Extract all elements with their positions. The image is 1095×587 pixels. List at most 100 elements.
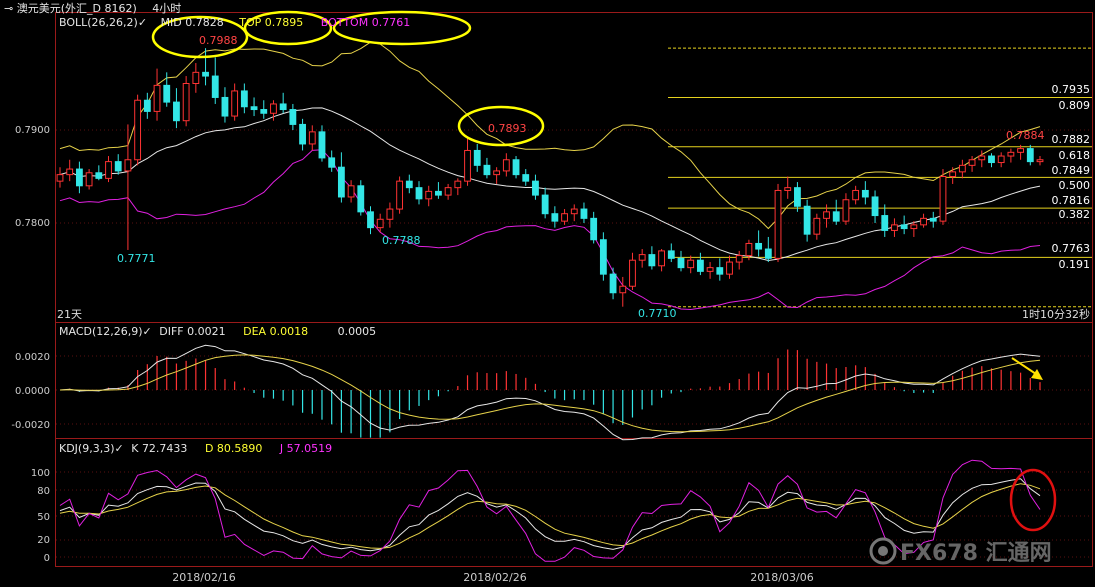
candle-body (784, 187, 792, 191)
candle-body (687, 259, 695, 269)
candle-body (813, 217, 821, 235)
candle-body (871, 196, 879, 217)
fib-price-label: 0.7882 (1052, 133, 1091, 146)
candle-body (512, 159, 520, 176)
top-value: 0.7895 (264, 16, 304, 29)
candle-body (153, 84, 161, 112)
kdj-k-line (59, 478, 1041, 552)
candle-body (347, 185, 355, 198)
candle-body (609, 273, 617, 294)
candle-body (95, 172, 103, 179)
candle-body (958, 164, 966, 173)
candle-body (726, 261, 733, 275)
candle-body (968, 159, 976, 166)
candle-body (1017, 148, 1025, 153)
candle-body (900, 224, 908, 230)
bottom-label: BOTTOM (320, 16, 369, 29)
panel-frames (55, 12, 1093, 567)
candle-body (794, 187, 801, 207)
macd-legend: MACD(12,26,9)✓ DIFF 0.0021 DEA 0.0018 0.… (59, 325, 376, 338)
period-selector[interactable]: 4小时 (152, 2, 182, 15)
candle-body (910, 224, 918, 230)
diff-label: DIFF (159, 325, 184, 338)
candle-body (134, 99, 142, 161)
highlight-ellipse-mid (151, 15, 249, 59)
d-value: 80.5890 (216, 442, 263, 455)
x-axis-date: 2018/02/16 (172, 571, 235, 584)
fib-level-label: 0.809 (1059, 99, 1091, 112)
candle-body (357, 185, 365, 213)
j-value: 57.0519 (286, 442, 333, 455)
dea-value: 0.0018 (269, 325, 309, 338)
kdj-ytick: 20 (37, 535, 50, 546)
candle-body (318, 131, 326, 159)
candle-body (551, 213, 559, 222)
candle-body (279, 103, 287, 111)
kdj-legend: KDJ(9,3,3)✓ K 72.7433 D 80.5890 J 57.051… (59, 442, 332, 455)
highlight-ellipse-top (243, 10, 333, 46)
kdj-ytick: 0 (44, 553, 50, 564)
candle-body (396, 180, 404, 210)
kdj-ytick: 100 (31, 468, 50, 479)
fib-price-label: 0.7849 (1052, 164, 1091, 177)
candle-body (182, 83, 190, 122)
boll-bands (59, 41, 1041, 311)
candle-body (337, 166, 345, 198)
candle-body (929, 217, 937, 222)
symbol-switch-icon[interactable]: ⊸ (4, 2, 14, 15)
candle-body (532, 180, 539, 196)
candle-body (66, 168, 74, 176)
candle-body (590, 217, 598, 241)
window-title: 澳元美元(外汇_D 8162) (16, 2, 137, 15)
boll-bottom-line (59, 149, 1041, 311)
trend-arrow-icon (1011, 357, 1043, 380)
candle-body (105, 161, 112, 179)
boll-indicator-label[interactable]: BOLL(26,26,2) (59, 16, 138, 29)
candle-body (774, 189, 782, 259)
price-label-low: 0.7771 (117, 252, 156, 265)
candle-body (1007, 151, 1015, 157)
grid-lines (56, 129, 1092, 558)
candle-body (949, 171, 957, 178)
candle-body (706, 267, 714, 272)
d-label: D (204, 442, 214, 455)
candle-body (473, 149, 481, 166)
candle-body (1036, 159, 1044, 163)
mid-value: 0.7828 (185, 16, 224, 29)
price-label-low: 0.7788 (382, 234, 421, 247)
candle-body (745, 242, 753, 257)
candle-body (658, 250, 665, 267)
candle-body (163, 84, 171, 103)
price-label-high: 0.7988 (199, 34, 238, 47)
kdj-series (59, 459, 1041, 562)
fib-price-label: 0.7763 (1052, 242, 1091, 255)
highlight-ellipse-bottom (332, 10, 472, 46)
dropdown-icon[interactable]: ✓ (114, 442, 124, 455)
candle-body (541, 194, 549, 215)
candle-body (570, 208, 578, 215)
macd-value: 0.0005 (337, 325, 377, 338)
dropdown-icon[interactable]: ✓ (137, 16, 148, 29)
candle-body (483, 164, 491, 176)
candle-body (328, 157, 336, 168)
dropdown-icon[interactable]: ✓ (142, 325, 152, 338)
boll-top-line (59, 41, 1041, 230)
candle-body (522, 174, 530, 182)
macd-diff-line (59, 344, 1041, 441)
kdj-indicator-label[interactable]: KDJ(9,3,3) (59, 442, 115, 455)
bars-count: 21天 (57, 308, 82, 321)
kdj-panel-frame (55, 438, 1093, 567)
fib-price-label: 0.7816 (1052, 194, 1091, 207)
candle-body (803, 205, 811, 235)
fib-level-label: 0.500 (1059, 179, 1091, 192)
top-label: TOP (239, 16, 262, 29)
macd-indicator-label[interactable]: MACD(12,26,9) (59, 325, 143, 338)
candle-body (881, 215, 889, 231)
kdj-ytick: 80 (37, 486, 50, 497)
candle-body (114, 161, 122, 172)
j-label: J (279, 442, 284, 455)
candle-body (629, 259, 636, 287)
candle-body (85, 172, 93, 187)
boll-ytick: 0.7900 (15, 125, 50, 136)
